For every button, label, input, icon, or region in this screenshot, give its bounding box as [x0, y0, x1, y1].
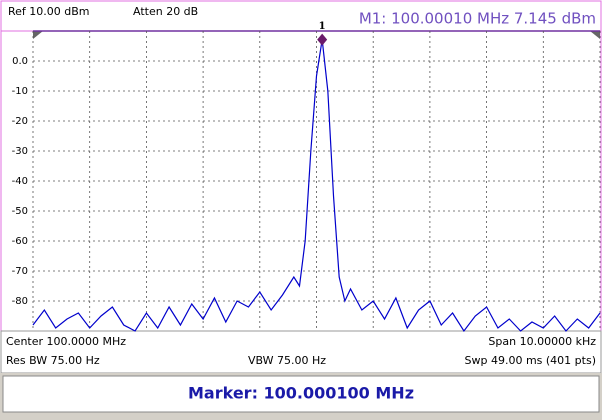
header-bar: [0, 0, 602, 32]
y-tick-label: -30: [12, 146, 28, 157]
plot-frame: [0, 30, 602, 332]
marker-diamond: [317, 33, 328, 46]
y-tick-label: -80: [12, 296, 28, 307]
y-tick-label: -20: [12, 116, 28, 127]
span: Span 10.00000 kHz: [488, 335, 596, 348]
marker-frequency: Marker: 100.000100 MHz: [188, 384, 414, 403]
y-tick-label: -50: [12, 206, 28, 217]
marker-label: 1: [319, 21, 326, 32]
footer-box: [2, 375, 600, 413]
res-bw: Res BW 75.00 Hz: [6, 354, 100, 367]
attenuation: Atten 20 dB: [133, 5, 198, 18]
y-tick-label: -70: [12, 266, 28, 277]
y-tick-label: 0.0: [12, 56, 28, 67]
status-bar: [0, 330, 602, 374]
center-freq: Center 100.0000 MHz: [6, 335, 126, 348]
vbw: VBW 75.00 Hz: [248, 354, 326, 367]
y-tick-label: -40: [12, 176, 28, 187]
ref-level: Ref 10.00 dBm: [8, 5, 90, 18]
trace: [32, 39, 601, 333]
sweep: Swp 49.00 ms (401 pts): [465, 354, 597, 367]
corner: [33, 31, 43, 39]
plot: 0.0 -10 -20 -30 -40 -50 -60 -70 -80 1: [12, 21, 601, 333]
y-tick-label: -60: [12, 236, 28, 247]
marker-readout: M1: 100.00010 MHz 7.145 dBm: [359, 10, 596, 28]
corner: [590, 31, 600, 39]
y-tick-label: -10: [12, 86, 28, 97]
